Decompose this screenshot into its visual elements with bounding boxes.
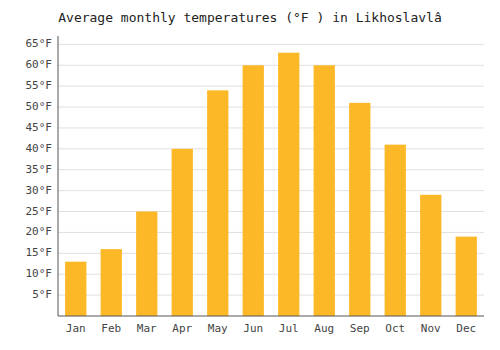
y-tick-label: 45°F	[26, 121, 53, 134]
x-tick-label: Oct	[385, 322, 405, 335]
y-tick-label: 50°F	[26, 100, 53, 113]
bar	[278, 53, 299, 316]
grid-line	[58, 44, 484, 45]
bar	[136, 212, 157, 316]
bar	[65, 262, 86, 316]
y-tick-label: 30°F	[26, 184, 53, 197]
y-tick-label: 60°F	[26, 58, 53, 71]
page: {"chart_data": {"type": "bar", "title": …	[0, 0, 500, 350]
title: Average monthly temperatures (°F ) in Li…	[58, 10, 442, 25]
grid-line	[58, 127, 484, 128]
grid-line	[58, 190, 484, 191]
y-tick-label: 10°F	[26, 267, 53, 280]
grid-line	[58, 148, 484, 149]
chart: 5°F 10°F 15°F 20°F 25°F 30°F 35°F 40°F 45°F 50°F 5…	[0, 0, 500, 350]
x-tick-label: Nov	[421, 322, 441, 335]
x-tick-label: Sep	[350, 322, 370, 335]
bars	[65, 53, 477, 316]
grid-line	[58, 107, 484, 108]
x-tick-label: Jun	[243, 322, 263, 335]
bar	[207, 90, 228, 316]
x-axis-line	[58, 316, 484, 317]
grid-line	[58, 65, 484, 66]
x-tick-label: Mar	[137, 322, 157, 335]
y-tick-label: 20°F	[26, 225, 53, 238]
x-tick-label: Jul	[279, 322, 299, 335]
x-tick-label: Dec	[456, 322, 476, 335]
bar	[385, 145, 406, 316]
x-tick-label: Apr	[172, 322, 192, 335]
x-axis: Jan Feb Mar Apr May Jun Jul Aug Sep Oct Nov Dec	[66, 322, 476, 335]
y-tick-label: 5°F	[32, 288, 52, 301]
x-tick-label: Aug	[314, 322, 334, 335]
y-tick-label: 35°F	[26, 163, 53, 176]
x-tick-label: May	[208, 322, 228, 335]
bar	[349, 103, 370, 316]
bar	[243, 65, 264, 316]
x-tick-label: Feb	[101, 322, 121, 335]
y-tick-label: 25°F	[26, 205, 53, 218]
y-axis: 5°F 10°F 15°F 20°F 25°F 30°F 35°F 40°F 45°F 50°F 5…	[26, 37, 53, 301]
y-tick-label: 65°F	[26, 37, 53, 50]
bar	[456, 237, 477, 316]
y-tick-label: 40°F	[26, 142, 53, 155]
x-tick-label: Jan	[66, 322, 86, 335]
chart-container: 5°F 10°F 15°F 20°F 25°F 30°F 35°F 40°F 45°F 50°F 5…	[0, 0, 500, 350]
y-axis-line	[58, 36, 59, 316]
y-tick-label: 55°F	[26, 79, 53, 92]
grid-line	[58, 169, 484, 170]
bar	[314, 65, 335, 316]
grid-line	[58, 86, 484, 87]
y-tick-label: 15°F	[26, 246, 53, 259]
bar	[420, 195, 441, 316]
bar	[101, 249, 122, 316]
bar	[172, 149, 193, 316]
